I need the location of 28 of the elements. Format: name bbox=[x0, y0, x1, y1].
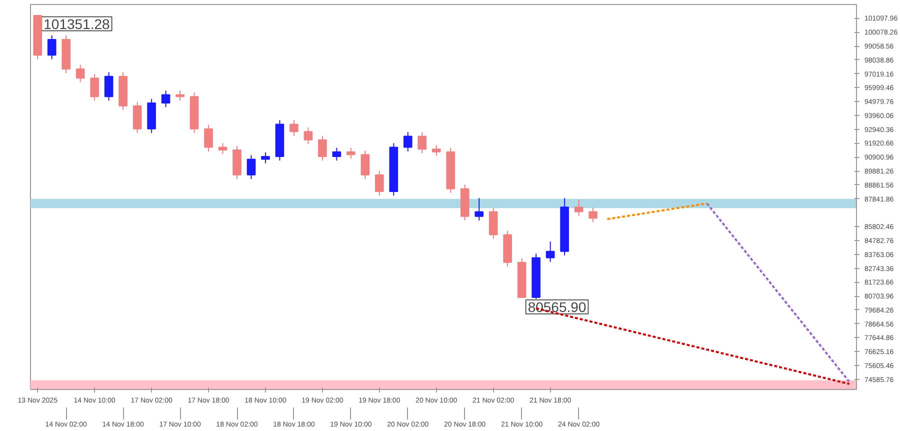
candlestick bbox=[218, 142, 228, 155]
candlestick bbox=[161, 90, 170, 108]
candlestick bbox=[474, 198, 484, 221]
candlestick bbox=[132, 101, 142, 134]
candlestick bbox=[47, 34, 56, 60]
candlestick bbox=[204, 124, 213, 152]
candlestick bbox=[588, 207, 598, 223]
candlestick bbox=[318, 135, 327, 162]
candlestick bbox=[261, 152, 270, 164]
candlestick bbox=[418, 132, 427, 154]
candlestick bbox=[332, 147, 342, 162]
candlestick bbox=[90, 74, 100, 102]
candlestick bbox=[574, 198, 584, 216]
candlestick bbox=[290, 120, 298, 136]
candlestick bbox=[546, 241, 555, 262]
candlestick bbox=[360, 150, 370, 180]
candlestick bbox=[403, 132, 412, 152]
candlestick bbox=[374, 170, 384, 196]
candlestick bbox=[246, 154, 256, 180]
candlestick bbox=[104, 72, 114, 102]
annotation: 101351.28 bbox=[44, 16, 110, 32]
candlestick bbox=[488, 207, 498, 240]
candlestick bbox=[346, 147, 356, 160]
candlestick bbox=[176, 90, 184, 102]
candlestick bbox=[304, 127, 313, 144]
annotation: 80565.90 bbox=[528, 298, 586, 315]
candlestick bbox=[76, 64, 85, 83]
candlestick bbox=[432, 144, 441, 156]
